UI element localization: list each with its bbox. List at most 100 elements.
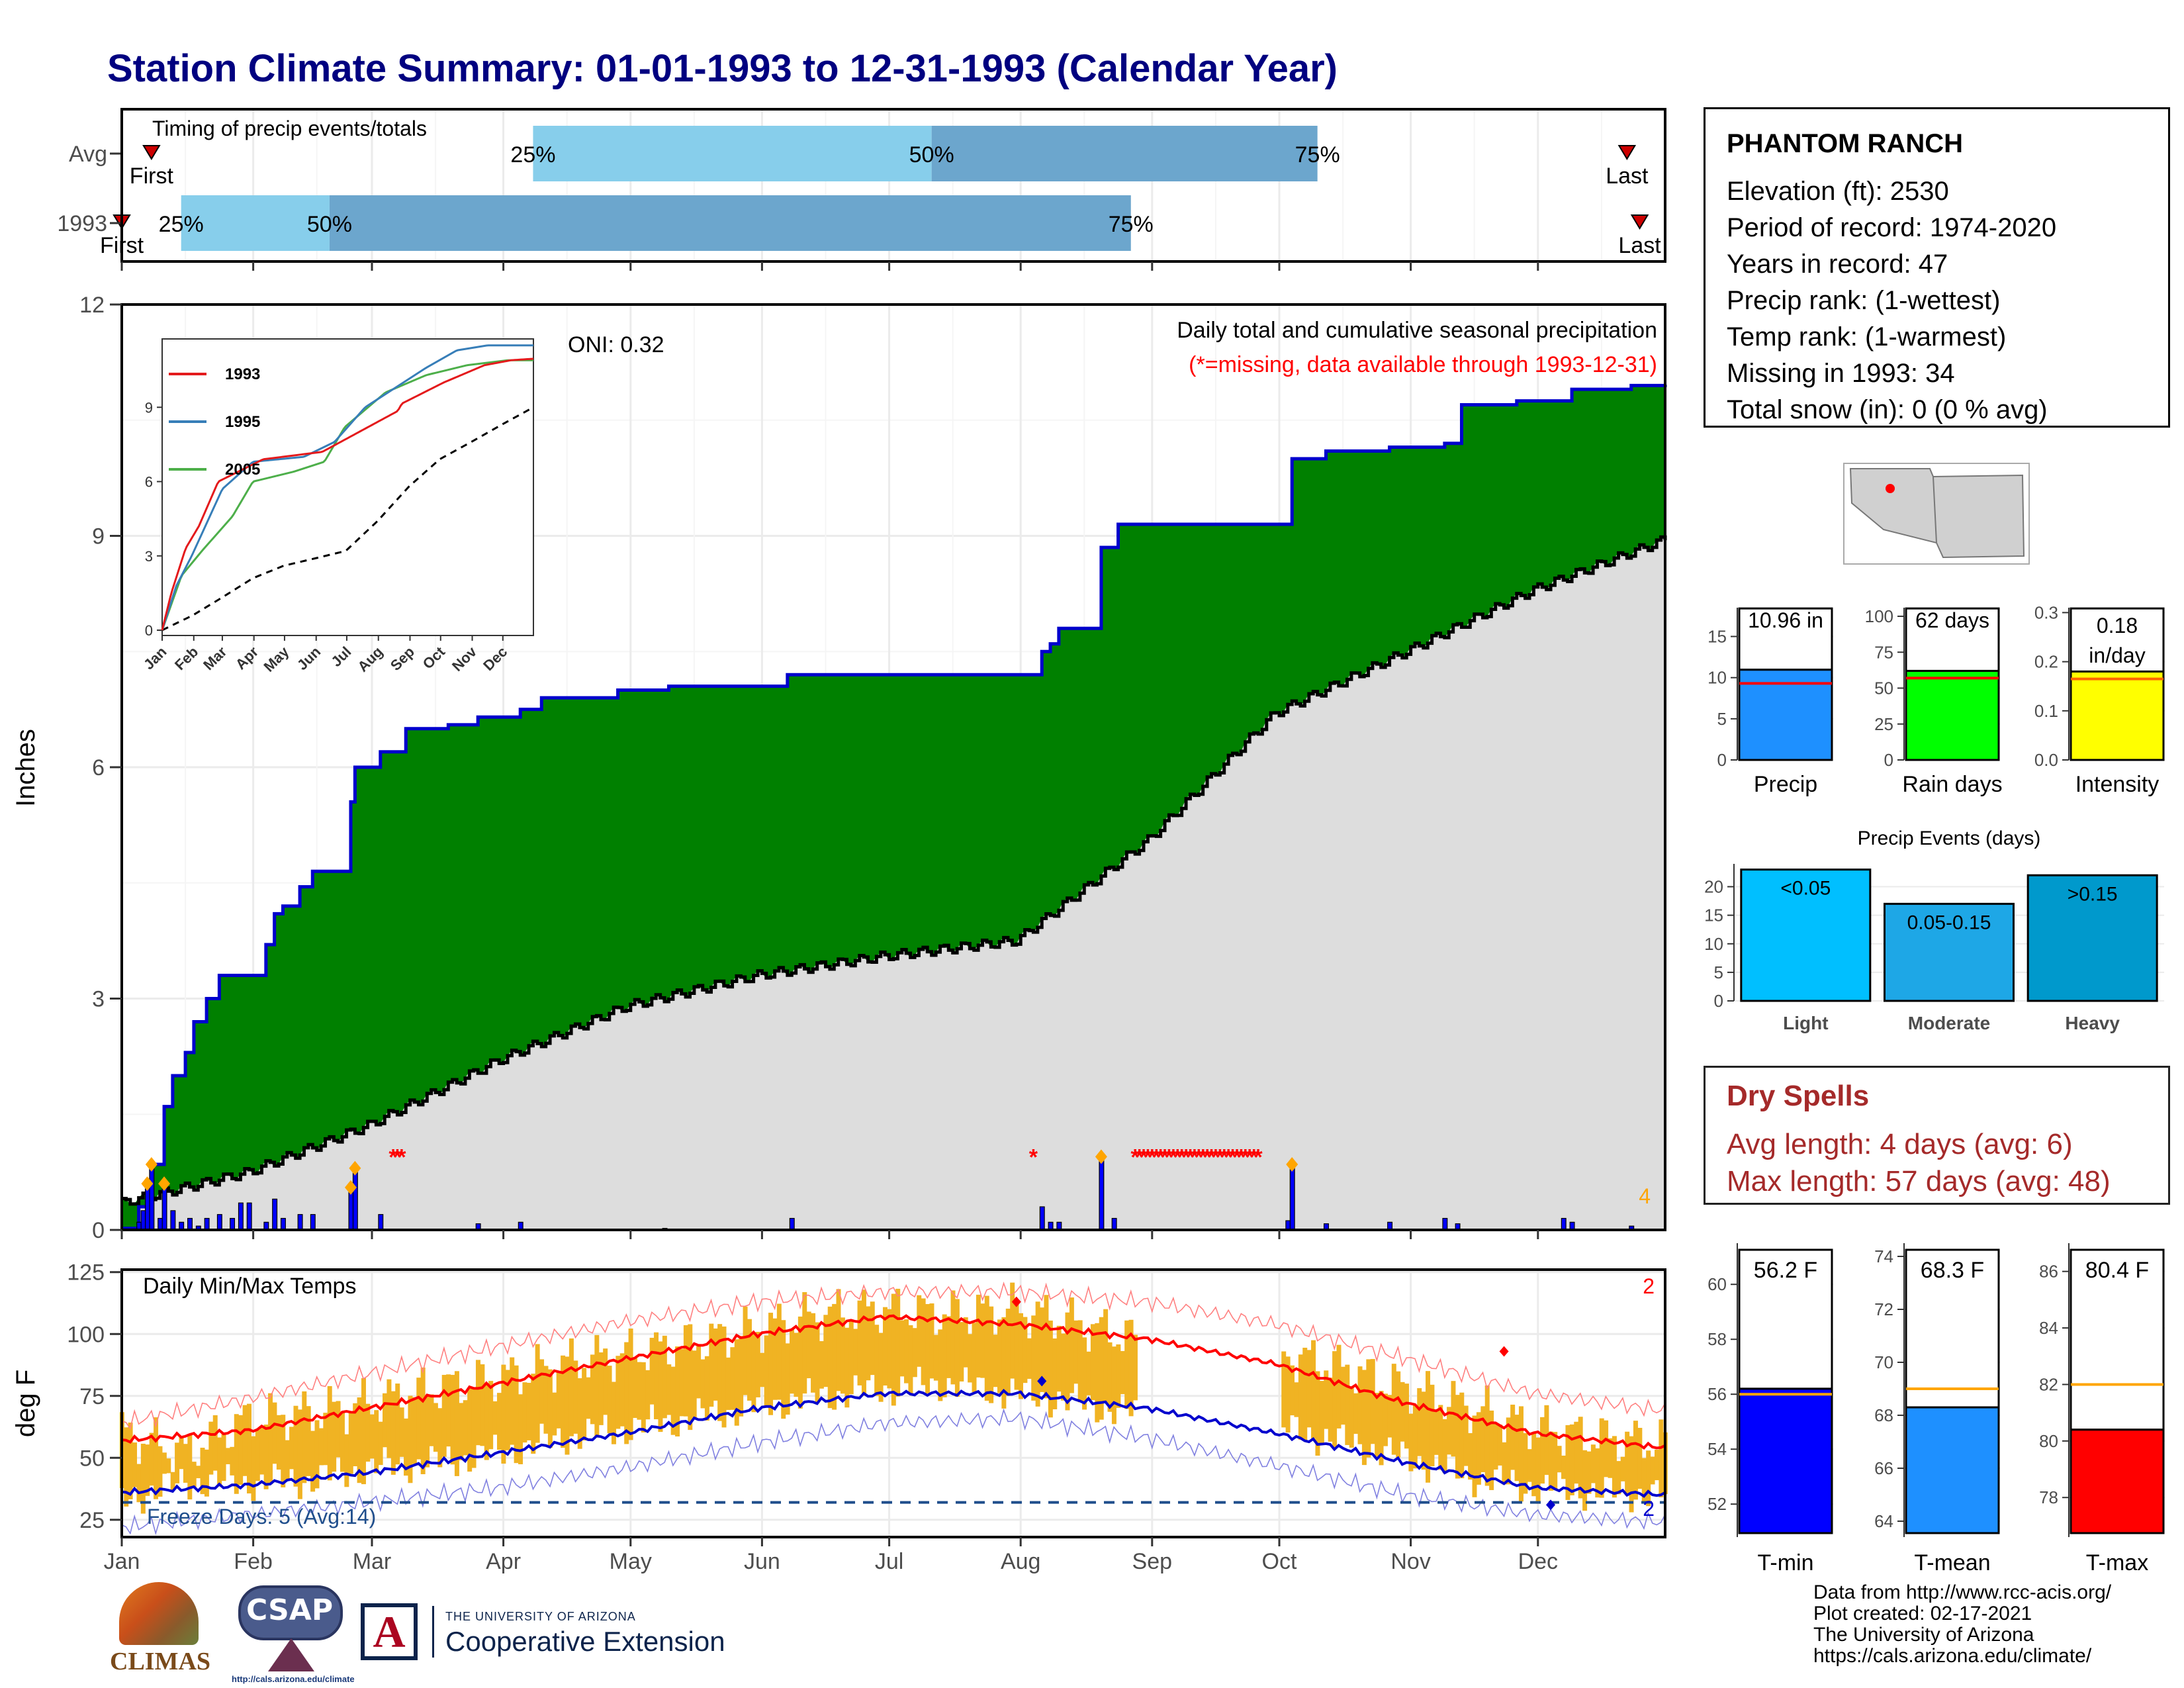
daily-temp-bar [289, 1427, 295, 1470]
daily-temp-bar [408, 1395, 413, 1483]
timing-p25-label: 25% [159, 212, 204, 237]
daily-temp-bar [318, 1428, 324, 1466]
missing-day-marker: * [1241, 1145, 1250, 1170]
ua-logo: A THE UNIVERSITY OF ARIZONA Cooperative … [361, 1602, 745, 1675]
daily-precip-bar [1099, 1156, 1105, 1231]
temp-bar-y-tick-label: 52 [1707, 1494, 1727, 1514]
heavy-precip-marker [1095, 1149, 1107, 1164]
daily-temp-bar [1641, 1458, 1647, 1503]
daily-temp-bar [238, 1415, 244, 1485]
daily-temp-bar [191, 1462, 197, 1487]
daily-temp-bar [866, 1306, 871, 1381]
csap-mountain-icon [268, 1638, 314, 1671]
daily-temp-bar [645, 1370, 651, 1420]
daily-temp-bar [1387, 1395, 1392, 1438]
daily-precip-bar [187, 1217, 193, 1231]
station-missing: Missing in 1993: 34 [1727, 359, 1955, 388]
daily-temp-bar [1417, 1388, 1422, 1456]
heavy-precip-marker [1286, 1156, 1298, 1172]
daily-temp-bar [378, 1421, 383, 1466]
daily-temp-bar [573, 1360, 578, 1434]
inset-average-line [161, 406, 534, 632]
daily-temp-bar [539, 1359, 545, 1424]
summary-bar-y-tick-label: 5 [1717, 709, 1727, 729]
summary-bar-y-tick-label: 15 [1707, 627, 1727, 647]
summary-bar-y-tick-label: 100 [1865, 606, 1893, 626]
daily-precip-bar [1289, 1164, 1295, 1231]
daily-temp-bar [446, 1374, 451, 1447]
daily-temp-bar [921, 1298, 926, 1385]
temp-panel-title: Daily Min/Max Temps [143, 1274, 356, 1299]
daily-temp-bar [1531, 1432, 1537, 1497]
freeze-days-label: Freeze Days: 5 (Avg:14) [147, 1505, 376, 1528]
daily-temp-bar [531, 1374, 536, 1454]
daily-precip-bar [1561, 1217, 1567, 1231]
daily-temp-bar [950, 1290, 956, 1385]
precip-corner-count: 4 [1639, 1184, 1651, 1208]
daily-temp-bar [1447, 1407, 1452, 1455]
precip-y-tick-label: 9 [92, 524, 105, 549]
daily-temp-bar [543, 1366, 549, 1434]
precip-events-y-tick-label: 0 [1714, 991, 1723, 1011]
climas-logo: CLIMAS [106, 1582, 218, 1681]
daily-temp-bar [670, 1366, 676, 1435]
timing-last-label: Last [1606, 164, 1649, 189]
daily-temp-bar [496, 1393, 502, 1450]
daily-temp-bar [976, 1294, 981, 1378]
daily-temp-bar [1290, 1365, 1295, 1416]
temp-y-axis-label: deg F [11, 1370, 40, 1437]
daily-temp-bar [179, 1436, 184, 1470]
daily-temp-bar [603, 1348, 608, 1415]
daily-temp-bar [1595, 1448, 1600, 1498]
daily-temp-bar [327, 1385, 332, 1481]
timing-bar-25-50 [181, 195, 330, 251]
temp-bar-value-label: 56.2 F [1754, 1258, 1817, 1283]
heavy-precip-marker [141, 1176, 154, 1192]
summary-bar-y-tick-label: 0 [1717, 750, 1727, 770]
daily-temp-bar [692, 1350, 697, 1418]
summary-bar-y-tick-label: 0.2 [2034, 652, 2058, 672]
daily-temp-bar [1026, 1338, 1032, 1379]
daily-temp-bar [797, 1316, 803, 1409]
daily-temp-bar [739, 1336, 744, 1417]
missing-day-marker: * [1144, 1145, 1153, 1170]
daily-temp-bar [535, 1344, 540, 1443]
daily-precip-bar [144, 1183, 150, 1231]
month-label: Apr [486, 1549, 521, 1574]
daily-precip-bar [216, 1214, 222, 1231]
daily-temp-bar [552, 1392, 557, 1436]
daily-temp-bar [514, 1365, 519, 1464]
daily-temp-bar [1535, 1437, 1541, 1504]
normal-cumulative-line [122, 535, 1667, 1206]
daily-temp-bar [1527, 1449, 1532, 1482]
precip-y-axis-label: Inches [11, 729, 40, 807]
timing-bar-50-75 [329, 195, 1131, 251]
daily-temp-bar [1612, 1436, 1617, 1498]
daily-temp-bar [1518, 1406, 1524, 1502]
daily-temp-bar [1107, 1342, 1113, 1412]
temp-bar-y-tick-label: 72 [1874, 1299, 1893, 1319]
station-location-marker [1886, 484, 1895, 493]
daily-temp-bar [390, 1391, 396, 1475]
avg-min-line [121, 1389, 1666, 1498]
missing-day-marker: * [1181, 1145, 1191, 1170]
daily-temp-bar [700, 1359, 705, 1409]
daily-temp-bar [1324, 1370, 1329, 1429]
daily-temp-bar [654, 1332, 659, 1420]
daily-temp-bar [128, 1423, 133, 1500]
temp-bar-y-tick-label: 54 [1707, 1439, 1727, 1459]
daily-temp-bar [1298, 1354, 1303, 1440]
daily-temp-bar [1370, 1358, 1375, 1444]
missing-day-marker: * [1131, 1145, 1140, 1170]
summary-bar-label: Rain days [1902, 772, 2002, 797]
footer-line: The University of Arizona [1813, 1624, 2034, 1646]
summary-bar-value-label: 0.18 [2097, 614, 2138, 637]
daily-temp-bar [1332, 1351, 1338, 1448]
station-elevation: Elevation (ft): 2530 [1727, 177, 1949, 206]
precip-caption: Daily total and cumulative seasonal prec… [1177, 318, 1657, 343]
precip-y-tick-label: 12 [79, 293, 105, 318]
missing-day-marker: * [393, 1145, 402, 1170]
summary-bar-value-label: 10.96 in [1748, 608, 1823, 632]
daily-temp-bar [480, 1364, 485, 1446]
daily-temp-bar [1001, 1317, 1007, 1409]
